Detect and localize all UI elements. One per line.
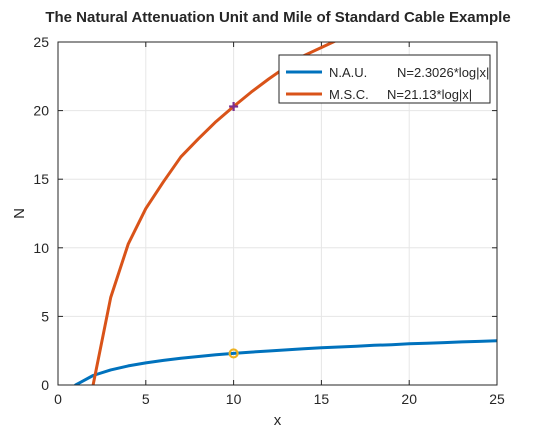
series-line-1 (91, 42, 337, 385)
x-tick-label: 10 (226, 391, 242, 407)
y-tick-label: 25 (33, 34, 49, 50)
y-tick-label: 10 (33, 240, 49, 256)
x-tick-label: 0 (54, 391, 62, 407)
y-tick-label: 5 (41, 308, 49, 324)
legend: N.A.U. N=2.3026*log|x| M.S.C. N=21.13*lo… (278, 54, 491, 104)
markers (228, 101, 239, 359)
x-tick-label: 5 (142, 391, 150, 407)
plot-frame (57, 41, 498, 386)
y-axis-label: N (11, 208, 28, 219)
y-tick-label: 0 (41, 377, 49, 393)
legend-label-nau: N.A.U. (329, 65, 367, 80)
y-tick-label: 15 (33, 171, 49, 187)
legend-label-msc: M.S.C. (329, 87, 369, 102)
x-tick-label: 20 (401, 391, 417, 407)
chart-title: The Natural Attenuation Unit and Mile of… (45, 9, 510, 26)
series-line-0 (74, 339, 497, 385)
y-tick-label: 20 (33, 103, 49, 119)
x-tick-label: 25 (489, 391, 505, 407)
circle-marker (228, 348, 239, 359)
legend-formula-msc: N=21.13*log|x| (387, 87, 472, 102)
plus-marker (229, 101, 239, 111)
x-tick-label: 15 (314, 391, 330, 407)
x-axis-label: x (274, 412, 282, 429)
axis-ticks: 0 5 10 15 20 25 0 5 10 15 20 25 (33, 34, 505, 407)
legend-formula-nau: N=2.3026*log|x| (397, 65, 489, 80)
series-lines (74, 42, 497, 385)
